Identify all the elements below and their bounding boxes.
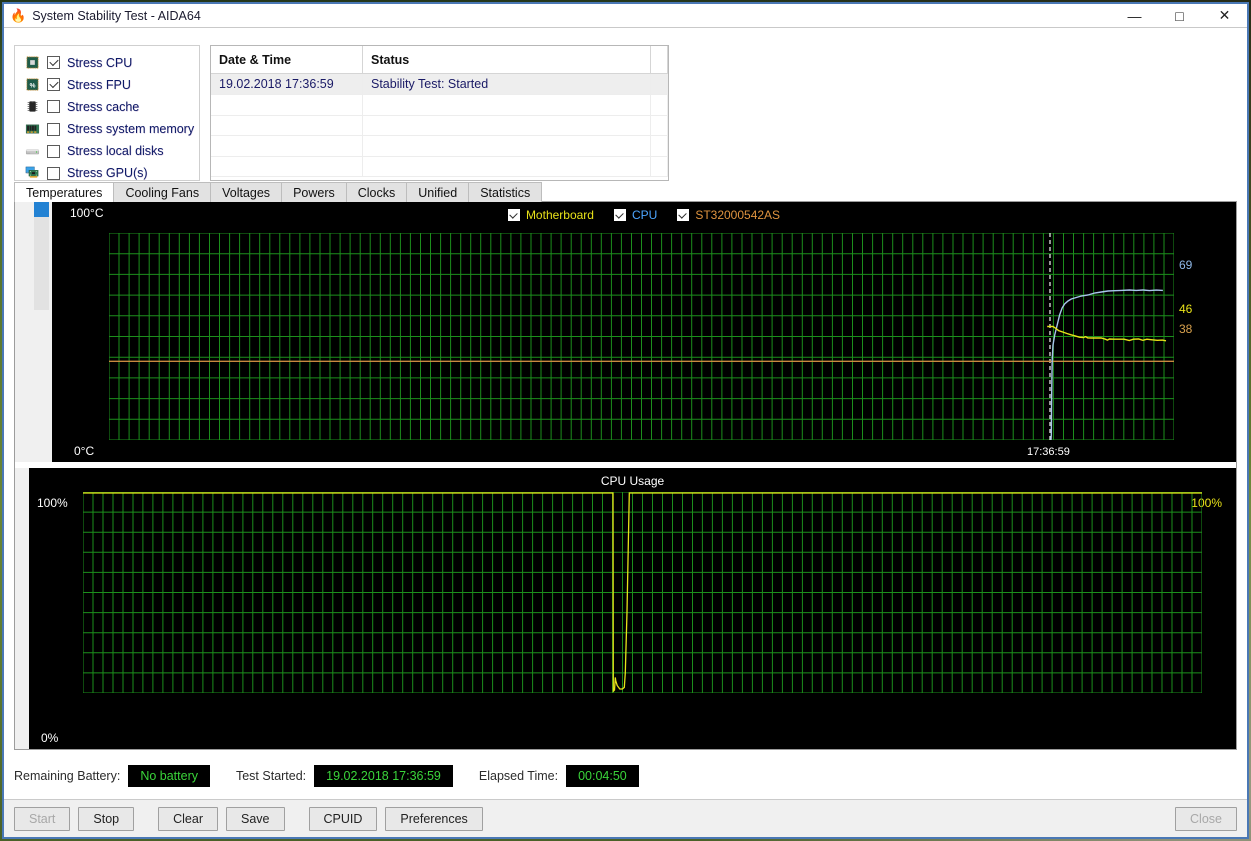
svg-text:%: %: [30, 83, 36, 90]
